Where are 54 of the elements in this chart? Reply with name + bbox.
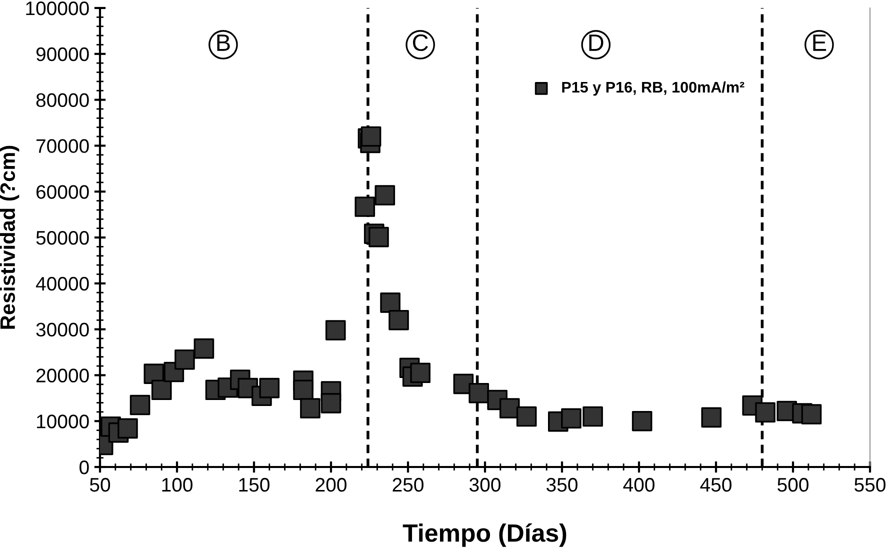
point: [293, 380, 314, 400]
point: [194, 338, 214, 359]
point: [130, 394, 150, 416]
legend-label: P15 y P16, RB, 100mA/m²: [562, 81, 744, 96]
point: [320, 393, 342, 414]
point: [151, 380, 172, 400]
point: [368, 226, 389, 248]
point: [259, 378, 280, 398]
y-tick-label: 90000: [36, 47, 89, 62]
y-tick-label: 30000: [36, 322, 89, 337]
x-tick-label: 300: [470, 478, 500, 492]
point: [374, 185, 396, 206]
x-tick-label: 500: [778, 478, 808, 492]
y-tick-label: 60000: [36, 185, 89, 199]
point: [174, 349, 195, 370]
x-tick-label: 50: [90, 478, 110, 492]
x-tick-label: 400: [623, 478, 654, 492]
point: [118, 418, 138, 439]
y-tick-label: 70000: [36, 139, 89, 153]
point: [325, 320, 346, 340]
point: [582, 406, 603, 427]
x-tick-label: 250: [392, 478, 424, 492]
y-tick-label: 100000: [26, 1, 89, 16]
annotation: E: [813, 34, 826, 51]
annotation: B: [217, 34, 230, 51]
x-tick-label: 450: [700, 478, 732, 492]
x-tick-label: 100: [162, 478, 192, 492]
x-axis-title: Tiempo (Días): [402, 523, 566, 547]
point: [561, 408, 582, 428]
point: [468, 382, 489, 404]
annotation: C: [412, 34, 428, 52]
x-tick-label: 350: [546, 478, 578, 492]
point: [388, 310, 409, 330]
x-tick-label: 550: [854, 478, 886, 492]
y-tick-label: 50000: [36, 230, 89, 245]
point: [354, 196, 376, 217]
x-tick-label: 150: [239, 478, 270, 492]
y-tick-label: 10000: [37, 414, 89, 428]
point: [300, 398, 320, 418]
point: [516, 406, 537, 427]
y-tick-label: 0: [80, 460, 89, 474]
point: [755, 402, 776, 423]
y-tick-label: 20000: [36, 368, 89, 382]
point: [499, 398, 520, 418]
y-axis-title: Resistividad (?cm): [0, 146, 20, 329]
point: [632, 410, 652, 432]
point: [380, 292, 400, 313]
point: [701, 407, 722, 428]
x-tick-label: 200: [316, 478, 346, 492]
y-tick-label: 40000: [36, 276, 89, 291]
y-tick-label: 80000: [36, 93, 89, 108]
annotation: D: [589, 34, 604, 51]
point: [801, 404, 822, 424]
point: [410, 362, 430, 384]
